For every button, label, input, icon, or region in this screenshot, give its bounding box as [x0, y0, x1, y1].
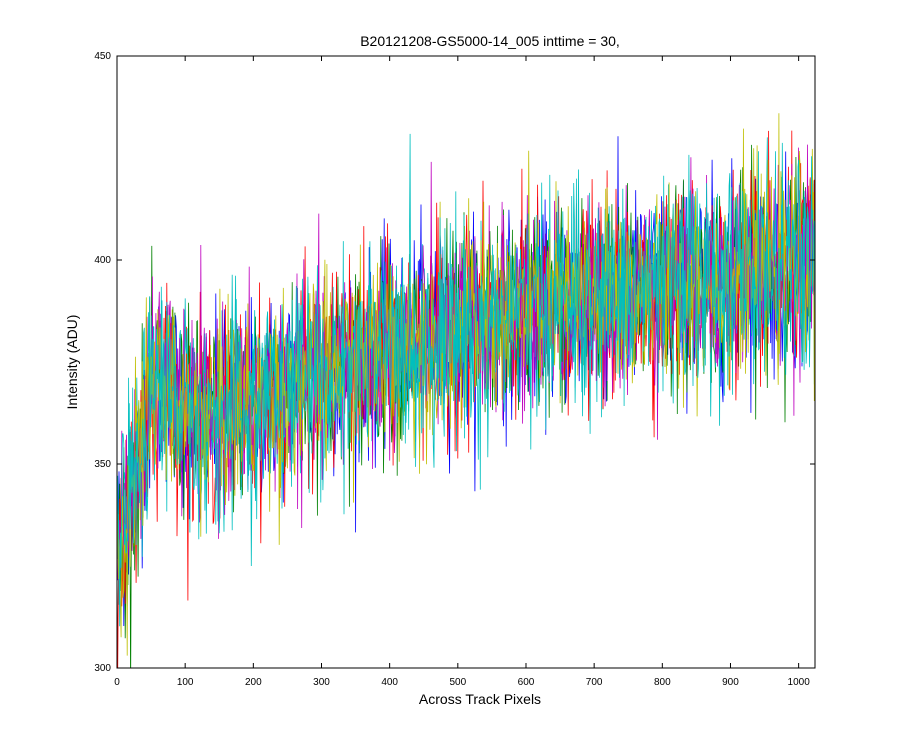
x-tick-label: 400: [381, 677, 398, 688]
y-tick-label: 450: [94, 51, 111, 62]
x-axis-label: Across Track Pixels: [419, 691, 541, 707]
x-tick-label: 0: [114, 677, 120, 688]
y-tick-label: 350: [94, 459, 111, 470]
x-tick-label: 500: [449, 677, 466, 688]
tick-layer: 0 100 200 300 400 500 600 700 800 900 1000 300 350 40…: [94, 51, 815, 688]
y-tick-label: 400: [94, 255, 111, 266]
series-line-7: [117, 133, 815, 627]
axes-frame: [116, 55, 816, 669]
y-tick-label: 300: [94, 663, 111, 674]
x-tick-label: 300: [313, 677, 330, 688]
series-layer: [117, 113, 815, 668]
x-tick-label: 200: [245, 677, 262, 688]
x-tick-label: 700: [586, 677, 603, 688]
x-tick-label: 900: [722, 677, 739, 688]
x-tick-label: 800: [654, 677, 671, 688]
x-tick-label: 600: [518, 677, 535, 688]
x-tick-label: 100: [177, 677, 194, 688]
x-tick-label: 1000: [788, 677, 811, 688]
y-axis-label: Intensity (ADU): [64, 315, 80, 410]
series-line-6: [117, 113, 815, 656]
chart-title: B20121208-GS5000-14_005 inttime = 30,: [360, 33, 620, 49]
